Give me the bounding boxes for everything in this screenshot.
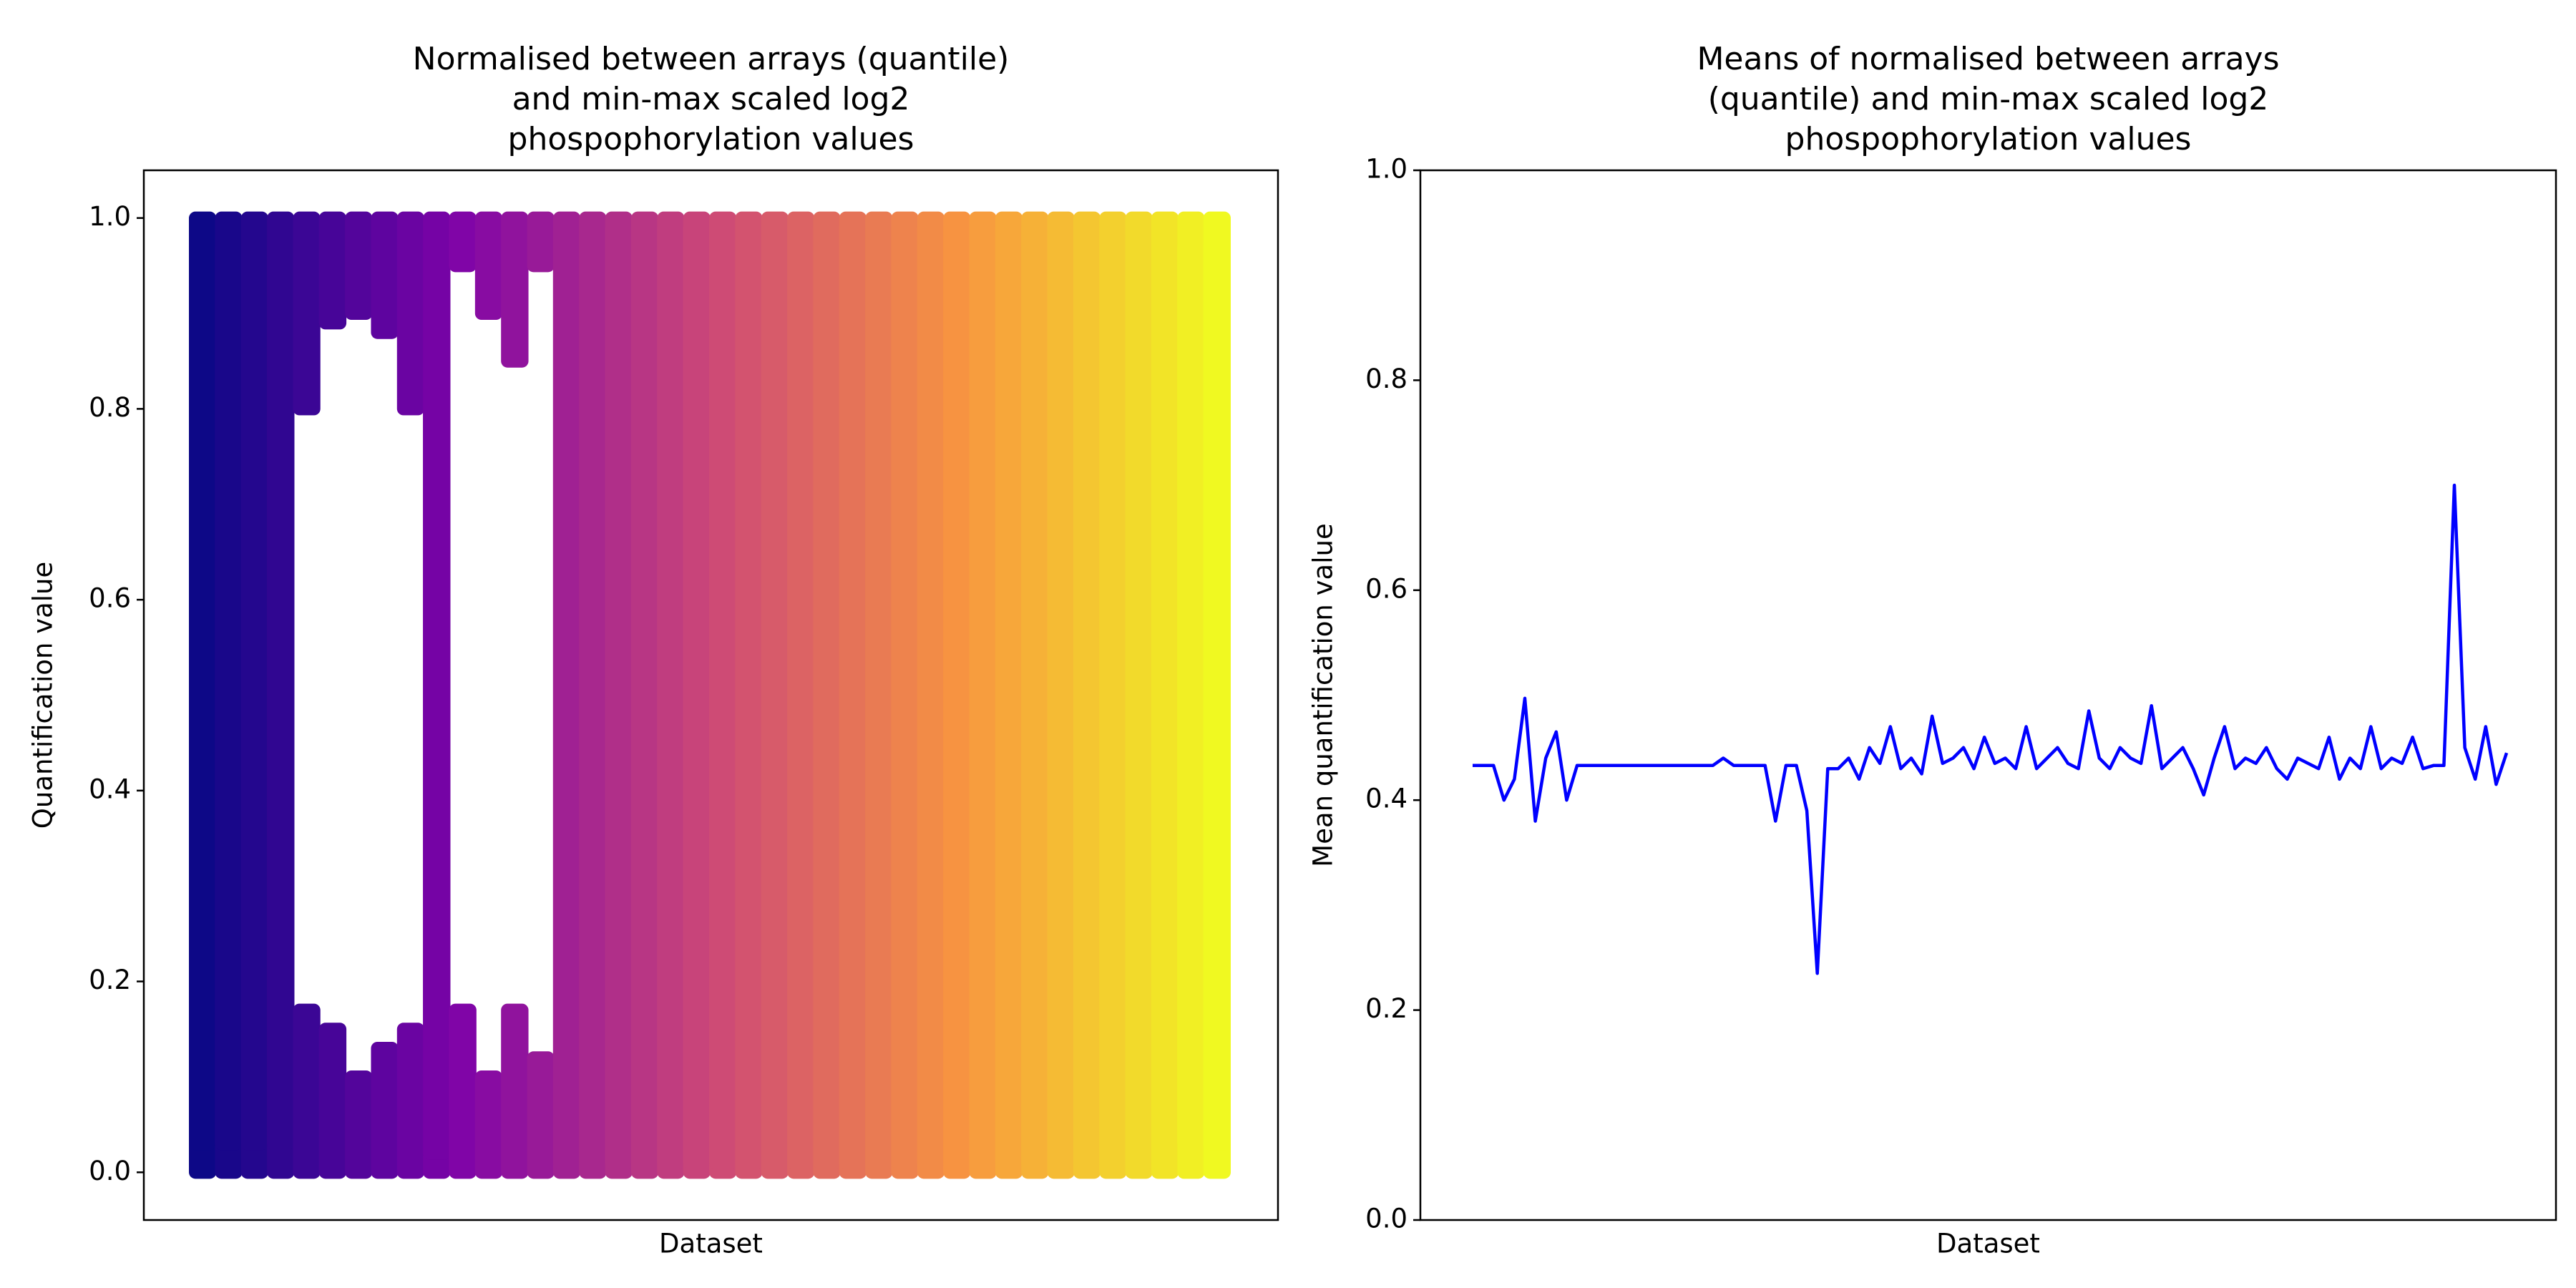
upper-band (527, 211, 555, 273)
upper-band (605, 211, 633, 1169)
x-axis-label: Dataset (659, 1229, 763, 1259)
upper-band (813, 211, 841, 1169)
y-tick-label: 1.0 (89, 201, 131, 232)
upper-band (1177, 211, 1205, 1151)
upper-band (995, 211, 1023, 1169)
upper-band (1047, 211, 1075, 1169)
upper-band (1073, 211, 1101, 1169)
upper-band (396, 211, 425, 416)
lower-band (371, 1041, 399, 1179)
upper-band (1125, 211, 1153, 1169)
upper-band (657, 211, 685, 1169)
upper-band (787, 211, 815, 1169)
upper-band (474, 211, 503, 321)
upper-band (293, 211, 321, 416)
y-axis-label: Quantification value (28, 562, 59, 829)
mean-line (1473, 483, 2509, 975)
lower-band (449, 1003, 477, 1179)
y-tick-label: 0.0 (1365, 1204, 1407, 1234)
y-tick-label: 0.4 (89, 774, 131, 804)
lower-band (345, 1070, 373, 1179)
upper-band (1151, 211, 1179, 1169)
upper-band (865, 211, 893, 1169)
x-axis-label: Dataset (1936, 1229, 2040, 1259)
upper-band (1099, 211, 1127, 1169)
lower-band (318, 1023, 347, 1179)
upper-band (943, 211, 971, 1169)
lower-band (501, 1003, 529, 1179)
y-tick-label: 0.0 (89, 1156, 131, 1186)
upper-band (891, 211, 919, 1169)
upper-band (318, 211, 347, 330)
lower-band (474, 1070, 503, 1179)
upper-band (345, 211, 373, 321)
upper-band (1021, 211, 1049, 1169)
lower-band (293, 1003, 321, 1179)
upper-band (552, 211, 581, 1169)
chart-title: Means of normalised between arrays (1697, 41, 2279, 77)
chart-title: phospophorylation values (1785, 121, 2192, 157)
upper-band (761, 211, 789, 1169)
upper-band (839, 211, 867, 1169)
axes-frame (142, 169, 1279, 1221)
upper-band (1203, 211, 1231, 1151)
upper-band (579, 211, 607, 1169)
upper-band (969, 211, 997, 1169)
y-tick-label: 0.6 (1365, 573, 1407, 604)
chart-title: phospophorylation values (508, 121, 914, 157)
upper-band (709, 211, 737, 1169)
y-tick-label: 1.0 (1365, 154, 1407, 185)
y-tick-label: 0.8 (1365, 364, 1407, 394)
y-tick-label: 0.8 (89, 392, 131, 423)
upper-band (423, 211, 451, 1160)
y-axis-label: Mean quantification value (1308, 523, 1339, 867)
lower-band (527, 1051, 555, 1179)
upper-band (189, 211, 217, 1151)
upper-band (240, 211, 269, 1151)
upper-band (735, 211, 763, 1169)
upper-band (371, 211, 399, 339)
y-tick-label: 0.2 (89, 965, 131, 995)
upper-band (501, 211, 529, 368)
y-tick-label: 0.6 (89, 583, 131, 614)
y-tick-label: 0.2 (1365, 993, 1407, 1024)
upper-band (917, 211, 945, 1169)
axes-frame (1419, 169, 2557, 1221)
upper-band (630, 211, 659, 1169)
upper-band (449, 211, 477, 273)
chart-title: (quantile) and min-max scaled log2 (1708, 81, 2269, 117)
y-tick-label: 0.4 (1365, 784, 1407, 814)
upper-band (215, 211, 243, 1151)
lower-band (396, 1023, 425, 1179)
upper-band (267, 211, 295, 1151)
chart-title: and min-max scaled log2 (512, 81, 910, 117)
chart-title: Normalised between arrays (quantile) (413, 41, 1010, 77)
upper-band (683, 211, 711, 1169)
